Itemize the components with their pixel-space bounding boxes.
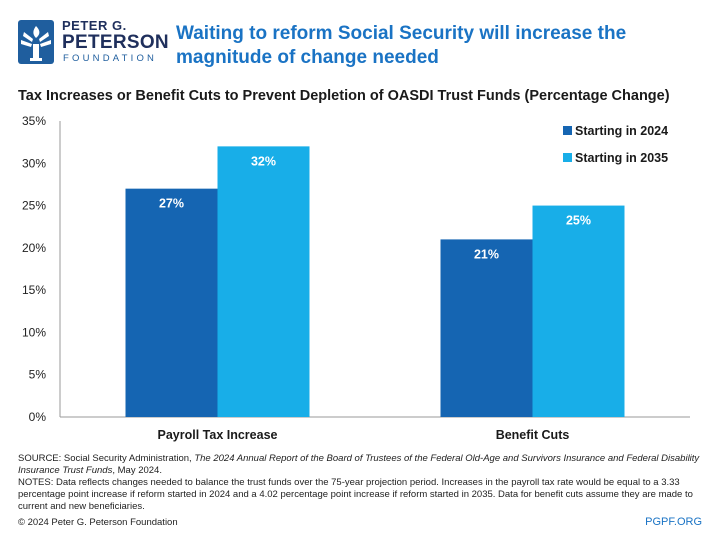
source-prefix: SOURCE: Social Security Administration, [18, 453, 195, 464]
bars [125, 146, 625, 417]
y-tick-label: 10% [22, 325, 46, 339]
bar-chart: 0% 5% 10% 15% 20% 25% 30% 35% 27% 32% 21% 25% Payr… [22, 114, 690, 442]
site-link[interactable]: PGPF.ORG [645, 516, 702, 528]
bar-value-label: 27% [159, 197, 184, 211]
bar-series-1 [125, 188, 218, 417]
legend-label: Starting in 2035 [575, 151, 668, 165]
category-labels: Payroll Tax Increase Benefit Cuts [158, 428, 570, 442]
logo-line-2: PETERSON [62, 32, 169, 53]
category-label: Payroll Tax Increase [158, 428, 278, 442]
y-tick-label: 25% [22, 199, 46, 213]
bar-value-label: 32% [251, 154, 276, 168]
y-tick-label: 20% [22, 241, 46, 255]
source-title: The 2024 Annual Report of the Board of T… [18, 453, 700, 476]
y-tick-label: 0% [29, 410, 47, 424]
y-tick-label: 5% [29, 368, 47, 382]
notes-text: NOTES: Data reflects changes needed to b… [18, 477, 693, 512]
bar-series-2 [532, 205, 625, 417]
source-note: SOURCE: Social Security Administration, … [18, 453, 702, 477]
peterson-foundation-logo[interactable]: PETER G. PETERSON FOUNDATION [18, 18, 169, 68]
legend-swatch [563, 126, 572, 135]
bar-series-1 [440, 239, 533, 417]
y-tick-label: 30% [22, 156, 46, 170]
bar-value-label: 21% [474, 247, 499, 261]
source-suffix: , May 2024. [112, 465, 162, 476]
bar-series-2 [217, 146, 310, 417]
y-axis: 0% 5% 10% 15% 20% 25% 30% 35% [22, 114, 690, 424]
chart-title: Tax Increases or Benefit Cuts to Prevent… [18, 88, 670, 104]
footer-notes: SOURCE: Social Security Administration, … [18, 453, 702, 513]
headline: Waiting to reform Social Security will i… [176, 23, 627, 68]
logo-line-1: PETER G. [62, 18, 127, 33]
y-tick-label: 15% [22, 283, 46, 297]
legend-label: Starting in 2024 [575, 124, 668, 138]
category-label: Benefit Cuts [496, 428, 570, 442]
bar-value-labels: 27% 32% 21% 25% [159, 154, 591, 261]
y-tick-label: 35% [22, 114, 46, 128]
legend: Starting in 2024 Starting in 2035 [563, 124, 668, 165]
header: PETER G. PETERSON FOUNDATION Waiting to … [0, 0, 720, 78]
torch-logo-icon [18, 20, 54, 64]
bar-value-label: 25% [566, 214, 591, 228]
logo-line-3: FOUNDATION [63, 53, 158, 64]
copyright: © 2024 Peter G. Peterson Foundation [18, 517, 178, 528]
legend-swatch [563, 153, 572, 162]
